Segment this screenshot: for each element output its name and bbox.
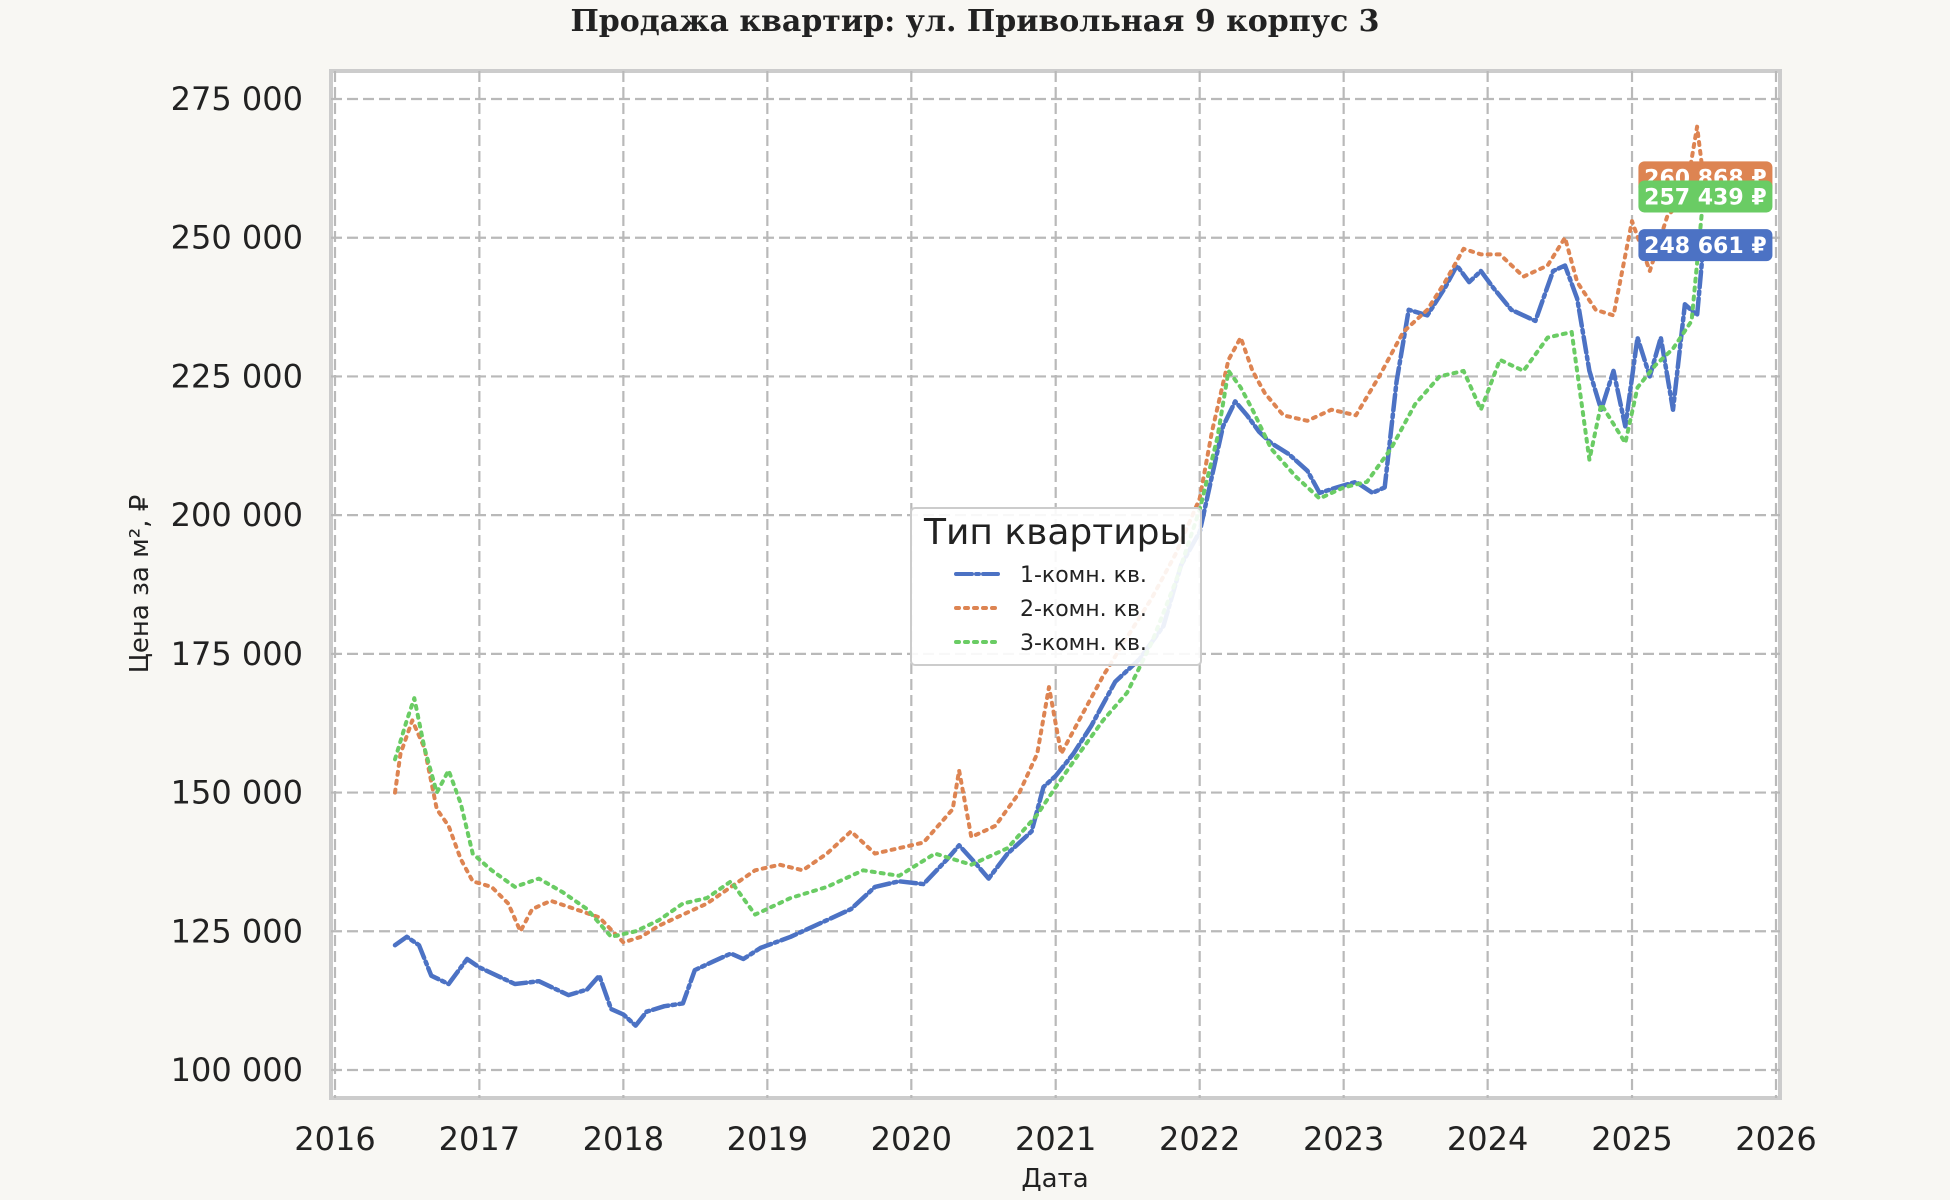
end-label-box [1638,229,1773,262]
x-tick-label: 2023 [1303,1120,1384,1158]
y-tick-label: 275 000 [171,80,303,118]
end-label-text: 248 661 ₽ [1644,234,1766,259]
y-tick-label: 250 000 [171,219,303,257]
legend-label-2: 2-комн. кв. [1020,597,1147,622]
series-line-2 [393,124,1706,945]
legend-label-1: 1-комн. кв. [1020,563,1147,588]
x-tick-label: 2016 [294,1120,375,1158]
x-tick-label: 2021 [1015,1120,1096,1158]
series-line-1 [392,242,1706,1028]
y-tick-label: 100 000 [171,1051,303,1089]
x-tick-label: 2018 [583,1120,664,1158]
legend-box [910,507,1202,666]
x-tick-label: 2022 [1159,1120,1240,1158]
x-tick-label: 2024 [1447,1120,1528,1158]
end-label-3: 257 439 ₽ [1638,180,1773,213]
legend: Тип квартиры 1-комн. кв. 2-комн. кв. 3-ком… [910,507,1202,666]
end-label-box [1638,180,1773,213]
end-label-1: 248 661 ₽ [1638,229,1773,262]
end-labels: 260 868 ₽257 439 ₽248 661 ₽ [1638,161,1773,262]
y-tick-label: 150 000 [171,774,303,812]
x-tick-label: 2019 [727,1120,808,1158]
y-tick-label: 200 000 [171,496,303,534]
x-tick-label: 2025 [1591,1120,1672,1158]
legend-items: 1-комн. кв. 2-комн. кв. 3-комн. кв. [954,563,1147,656]
series-line-3 [393,194,1706,939]
legend-title: Тип квартиры [923,512,1188,553]
end-label-text: 257 439 ₽ [1644,185,1766,210]
y-tick-label: 125 000 [171,912,303,950]
x-tick-label: 2020 [871,1120,952,1158]
y-axis-label: Цена за м², ₽ [125,495,155,674]
y-tick-label: 175 000 [171,635,303,673]
legend-label-3: 3-комн. кв. [1020,631,1147,656]
x-axis: 2016 2017 2018 2019 2020 2021 2022 2023 2024 2025… [294,1120,1816,1158]
y-axis: 100 000 125 000 150 000 175 000 200 000 225 0… [171,80,303,1089]
x-tick-label: 2026 [1735,1120,1816,1158]
x-axis-label: Дата [1021,1164,1088,1194]
x-tick-label: 2017 [439,1120,520,1158]
y-tick-label: 225 000 [171,357,303,395]
grid [331,71,1780,1098]
chart-title: Продажа квартир: ул. Привольная 9 корпус… [570,4,1379,39]
series-layer [392,124,1706,1028]
